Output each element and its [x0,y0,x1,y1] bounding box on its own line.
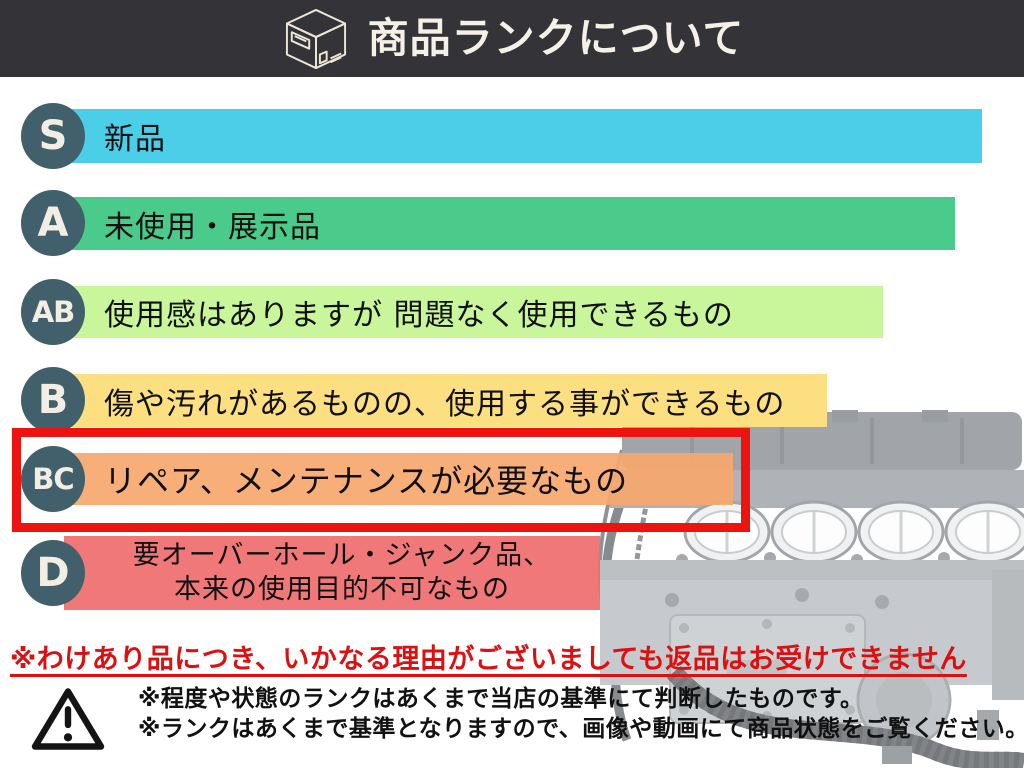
rank-ab-letter: AB [31,294,76,329]
rank-badge-d: D [21,540,85,606]
page-title: 商品ランクについて [367,14,745,62]
rank-s-description: 新品 [104,122,166,157]
rank-b-letter: B [37,377,69,423]
rank-bc-letter: BC [32,461,74,496]
rank-badge-bc: BC [21,446,85,512]
rank-ab-description: 使用感はありますが 問題なく使用できるもの [104,298,734,333]
rank-bar-b: 傷や汚れがあるものの、使用する事ができるもの [64,374,827,427]
rank-bar-s: 新品 [64,109,982,163]
rank-bc-description: リペア、メンテナンスが必要なもの [104,462,629,500]
rank-bar-a: 未使用・展示品 [64,197,955,250]
rank-d-letter: D [36,550,70,596]
footer-disclaimer-lines: ※程度や状態のランクはあくまで当店の基準にて判断したものです。 ※ランクはあくま… [138,684,1024,744]
rank-bar-ab: 使用感はありますが 問題なく使用できるもの [64,286,883,338]
rank-badge-a: A [21,190,85,256]
footer-disclaimer-line1: ※程度や状態のランクはあくまで当店の基準にて判断したものです。 [138,686,864,712]
rank-bar-d: 要オーバーホール・ジャンク品、 本来の使用目的不可なもの [64,536,600,610]
rank-badge-ab: AB [21,279,85,345]
return-policy-notice: ※わけあり品につき、いかなる理由がございましても返品はお受けできません [10,644,967,675]
bc-highlight-rectangle [12,428,750,532]
footer-disclaimer-line2: ※ランクはあくまで基準となりますので、画像や動画にて商品状態をご覧ください。 [138,716,1024,742]
warning-triangle-icon [31,688,105,750]
box-icon [285,8,346,69]
rank-a-description: 未使用・展示品 [104,209,321,245]
rank-b-description: 傷や汚れがあるものの、使用する事ができるもの [104,386,786,422]
rank-s-letter: S [38,113,68,159]
rank-badge-s: S [21,103,85,169]
rank-bar-bc: リペア、メンテナンスが必要なもの [64,453,733,505]
rank-badge-b: B [21,367,85,433]
rank-d-description-line2: 本来の使用目的不可なもの [174,574,510,605]
rank-d-description-line1: 要オーバーホール・ジャンク品、 [132,540,552,571]
header-bar: 商品ランクについて [0,0,1024,77]
rank-a-letter: A [37,200,69,246]
